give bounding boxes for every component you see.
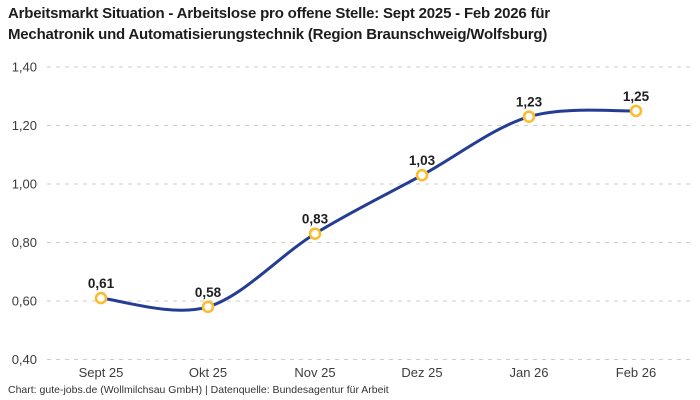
x-tick-label: Feb 26 [616,365,656,380]
chart-footer: Chart: gute-jobs.de (Wollmilchsau GmbH) … [8,384,389,396]
y-tick-label: 0,40 [12,352,37,367]
x-tick-label: Sept 25 [79,365,124,380]
data-point-label: 0,58 [195,285,222,300]
data-point-marker [201,300,215,314]
y-tick-label: 0,60 [12,294,37,309]
x-tick-label: Jan 26 [509,365,548,380]
x-tick-label: Okt 25 [189,365,227,380]
data-point-label: 0,61 [88,276,115,291]
data-point-marker [522,110,536,124]
y-tick-label: 1,20 [12,118,37,133]
y-tick-label: 1,00 [12,177,37,192]
data-point-label: 1,25 [623,89,650,104]
data-point-marker [629,104,643,118]
x-tick-label: Dez 25 [401,365,442,380]
data-point-label: 0,83 [302,212,329,227]
data-point-label: 1,03 [409,153,436,168]
data-point-marker [94,291,108,305]
y-tick-label: 0,80 [12,235,37,250]
title-line-2: Mechatronik und Automatisierungstechnik … [8,26,548,43]
x-tick-label: Nov 25 [294,365,335,380]
data-point-label: 1,23 [516,95,543,110]
data-point-marker [308,227,322,241]
title-line-1: Arbeitsmarkt Situation - Arbeitslose pro… [8,5,550,22]
data-point-marker [415,168,429,182]
line-series [99,108,638,312]
y-tick-label: 1,40 [12,60,37,75]
page-title: Arbeitsmarkt Situation - Arbeitslose pro… [8,3,692,45]
